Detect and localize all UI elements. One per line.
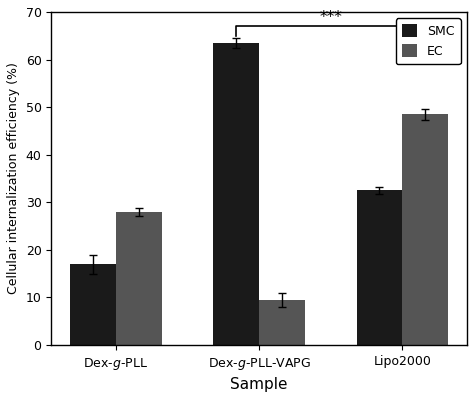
X-axis label: Sample: Sample [230, 377, 288, 392]
Legend: SMC, EC: SMC, EC [396, 18, 461, 64]
Bar [70, 264, 116, 345]
Bar [402, 114, 448, 345]
Bar [259, 300, 305, 345]
Bar [213, 43, 259, 345]
Y-axis label: Cellular internalization efficiency (%): Cellular internalization efficiency (%) [7, 63, 20, 294]
Bar [356, 190, 402, 345]
Bar [116, 212, 162, 345]
Text: ***: *** [319, 10, 342, 25]
